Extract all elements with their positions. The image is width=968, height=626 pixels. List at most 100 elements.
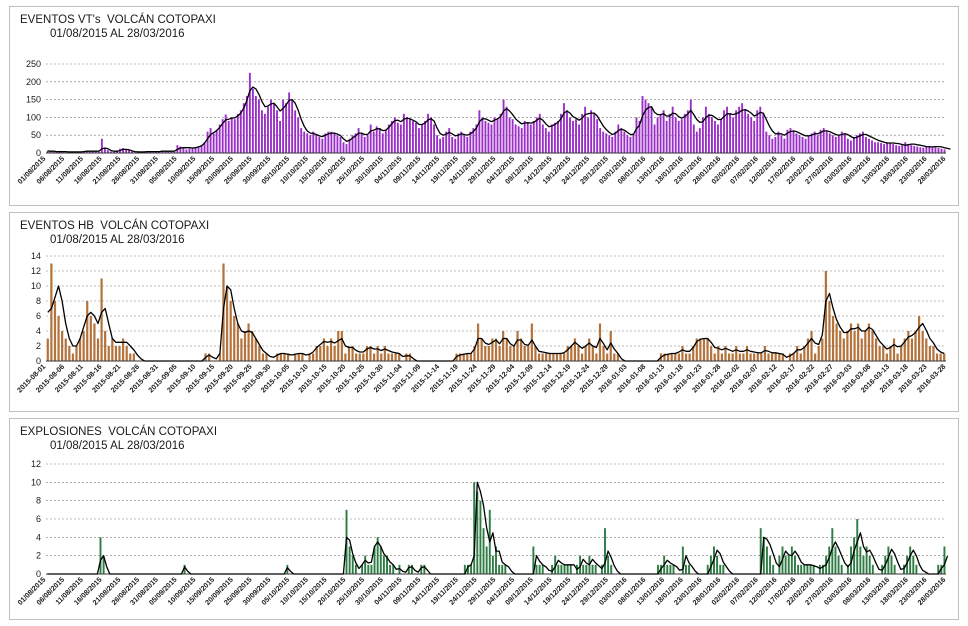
vt-y-tick-label: 100 <box>26 112 41 122</box>
expl-bar <box>410 564 413 574</box>
vt-bar <box>185 149 188 153</box>
vt-bar <box>103 147 106 153</box>
hb-bar <box>939 353 942 361</box>
vt-bar <box>312 131 315 153</box>
hb-y-tick-label: 0 <box>36 356 41 366</box>
hb-bar <box>93 323 96 361</box>
vt-bar <box>940 148 943 153</box>
hb-bar <box>125 346 128 361</box>
expl-bar <box>594 564 597 574</box>
vt-bar <box>723 110 725 153</box>
hb-bar <box>724 346 727 361</box>
hb-bar <box>921 331 924 361</box>
expl-bar <box>501 564 504 574</box>
expl-bar <box>600 564 603 574</box>
hb-bar <box>469 353 473 361</box>
hb-bar <box>667 353 670 361</box>
hb-bar <box>907 331 910 361</box>
vt-bar <box>886 142 889 153</box>
hb-bar <box>408 353 412 361</box>
vt-bar <box>662 110 665 153</box>
vt-bar <box>683 113 686 153</box>
hb-bar <box>64 338 67 361</box>
hb-bar <box>333 346 336 361</box>
expl-bar <box>585 564 588 574</box>
hb-bar <box>781 353 784 361</box>
vt-bar <box>943 149 946 153</box>
hb-bar <box>756 353 759 361</box>
hb-bar <box>874 338 878 361</box>
vt-bar <box>556 120 559 153</box>
hb-y-tick-label: 10 <box>31 281 41 291</box>
vt-bar <box>360 133 363 153</box>
hb-bar <box>677 353 680 361</box>
vt-bar <box>623 131 626 153</box>
hb-bar <box>598 323 602 361</box>
expl-bar <box>498 564 501 574</box>
vt-bar <box>236 113 239 153</box>
hb-bar <box>892 338 896 361</box>
hb-bar <box>50 263 53 361</box>
hb-bar <box>925 338 928 361</box>
expl-bar <box>392 564 395 574</box>
vt-bar <box>547 131 550 153</box>
expl-bar <box>386 555 388 574</box>
vt-y-tick-label: 150 <box>26 95 41 105</box>
hb-bar <box>616 353 620 361</box>
hb-bar <box>208 353 211 361</box>
vt-bar <box>919 147 922 153</box>
vt-bar <box>744 110 747 153</box>
hb-bar <box>61 331 64 361</box>
vt-bar <box>695 131 698 153</box>
hb-bar <box>846 331 849 361</box>
hb-bar <box>559 353 562 361</box>
hb-bar <box>606 353 609 361</box>
expl-bar <box>551 564 554 574</box>
hb-bar <box>390 353 394 361</box>
hb-bar <box>674 353 677 361</box>
hb-bar <box>487 346 490 361</box>
hb-bar <box>240 338 243 361</box>
vt-bar <box>735 110 738 153</box>
hb-bar <box>731 353 734 361</box>
expl-bar <box>379 546 382 574</box>
vt-bar <box>674 117 677 153</box>
expl-bar <box>367 564 370 574</box>
hb-bar <box>745 346 749 361</box>
expl-bar <box>840 564 843 574</box>
vt-bar <box>94 151 97 153</box>
expl-bar <box>765 546 768 574</box>
vt-bar <box>291 99 294 153</box>
vt-bar <box>109 151 112 153</box>
vt-bar <box>659 113 662 153</box>
hb-bar <box>591 346 594 361</box>
vt-bar <box>572 120 574 153</box>
hb-bar <box>344 353 347 361</box>
hb-bar <box>720 353 724 361</box>
hb-bar <box>376 346 379 361</box>
vt-bar <box>726 106 728 153</box>
hb-bar <box>864 331 867 361</box>
vt-bar <box>871 140 873 153</box>
explosions-panel: EXPLOSIONES VOLCÁN COTOPAXI 01/08/2015 A… <box>9 418 959 620</box>
vt-bar <box>97 151 100 153</box>
hb-bar <box>835 323 838 361</box>
vt-bar <box>469 131 472 153</box>
vt-bar <box>720 119 722 153</box>
vt-bar <box>215 129 218 153</box>
vt-bar <box>578 124 580 153</box>
expl-bar <box>769 555 772 574</box>
hb-bar <box>710 346 713 361</box>
hb-bar <box>258 346 261 361</box>
hb-bar <box>107 346 110 361</box>
vt-bar <box>689 99 692 153</box>
hb-bar <box>770 353 774 361</box>
expl-bar <box>467 564 469 574</box>
expl-bar <box>666 564 669 574</box>
expl-bar <box>376 537 379 574</box>
vt-bar <box>212 133 215 153</box>
expl-y-tick-label: 4 <box>36 532 41 542</box>
vt-bar <box>46 151 49 153</box>
vt-bar <box>892 144 895 153</box>
hb-bar <box>688 353 691 361</box>
